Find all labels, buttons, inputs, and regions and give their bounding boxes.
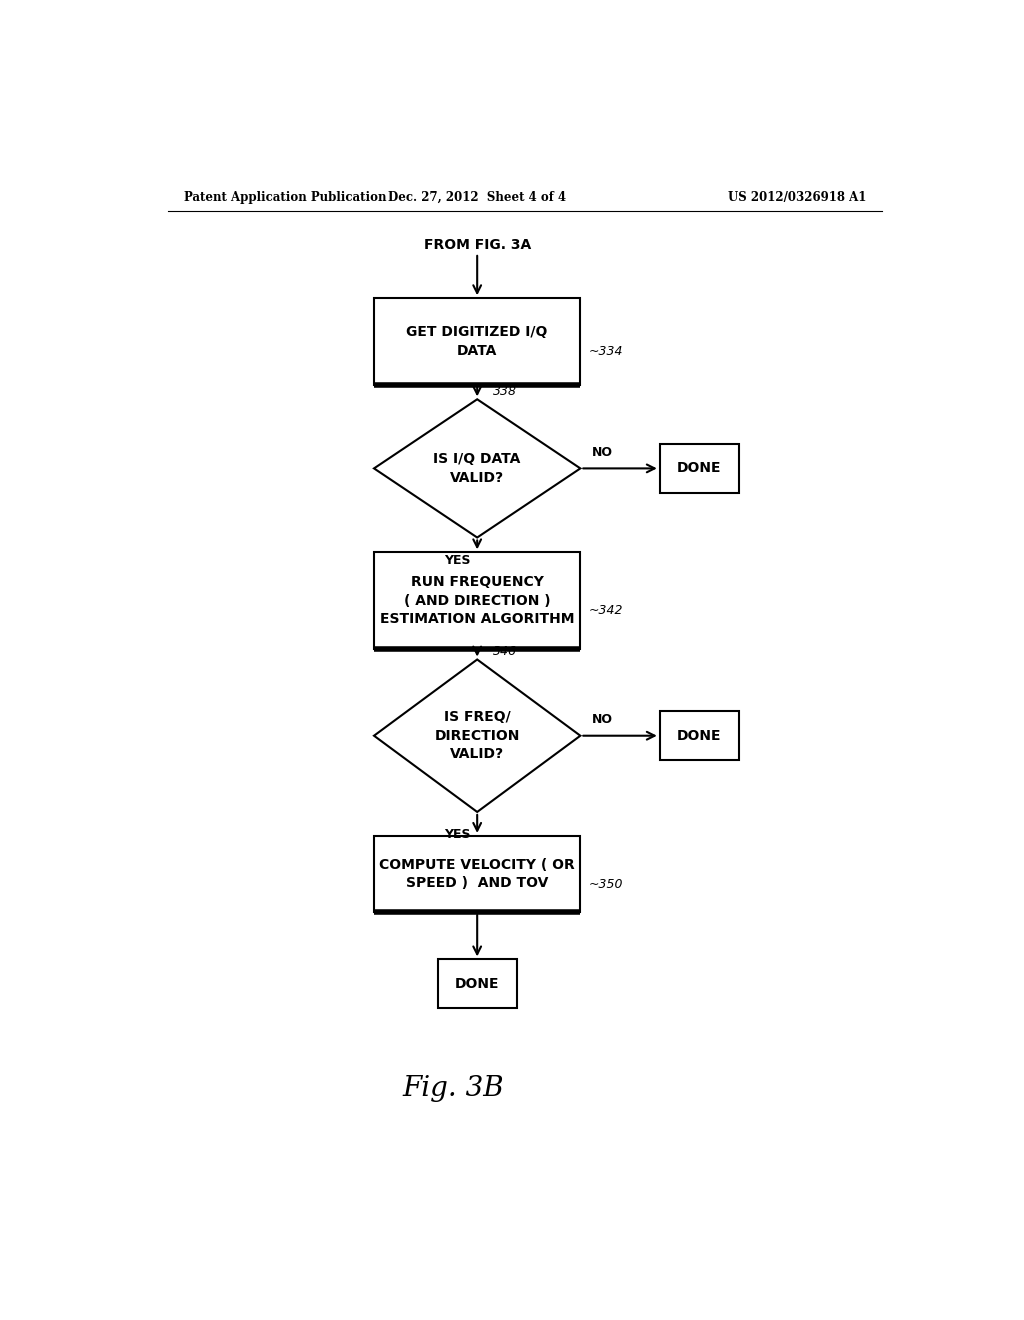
Text: DONE: DONE [677,729,722,743]
Text: DONE: DONE [455,977,500,991]
Text: ~350: ~350 [588,878,623,891]
Text: COMPUTE VELOCITY ( OR
SPEED )  AND TOV: COMPUTE VELOCITY ( OR SPEED ) AND TOV [379,858,575,890]
Text: YES: YES [444,828,471,841]
Text: FROM FIG. 3A: FROM FIG. 3A [424,238,530,252]
Polygon shape [374,660,581,812]
Bar [659,444,739,492]
Text: NO: NO [592,446,613,458]
Text: RUN FREQUENCY
( AND DIRECTION )
ESTIMATION ALGORITHM: RUN FREQUENCY ( AND DIRECTION ) ESTIMATI… [380,576,574,626]
Text: DONE: DONE [677,462,722,475]
Text: Patent Application Publication: Patent Application Publication [183,190,386,203]
Text: YES: YES [444,554,471,566]
Text: ~342: ~342 [588,605,623,618]
Text: Fig. 3B: Fig. 3B [402,1074,504,1102]
Bar [374,298,581,384]
Text: 338: 338 [494,384,517,397]
Text: Dec. 27, 2012  Sheet 4 of 4: Dec. 27, 2012 Sheet 4 of 4 [388,190,566,203]
Text: IS FREQ/
DIRECTION
VALID?: IS FREQ/ DIRECTION VALID? [434,710,520,762]
Text: IS I/Q DATA
VALID?: IS I/Q DATA VALID? [433,453,521,484]
Bar [659,711,739,760]
Text: US 2012/0326918 A1: US 2012/0326918 A1 [728,190,866,203]
Text: 346: 346 [494,645,517,657]
Text: NO: NO [592,713,613,726]
Bar [374,836,581,912]
Bar [374,552,581,649]
Bar [437,960,517,1008]
Text: ~334: ~334 [588,345,623,358]
Text: GET DIGITIZED I/Q
DATA: GET DIGITIZED I/Q DATA [407,325,548,358]
Polygon shape [374,399,581,537]
